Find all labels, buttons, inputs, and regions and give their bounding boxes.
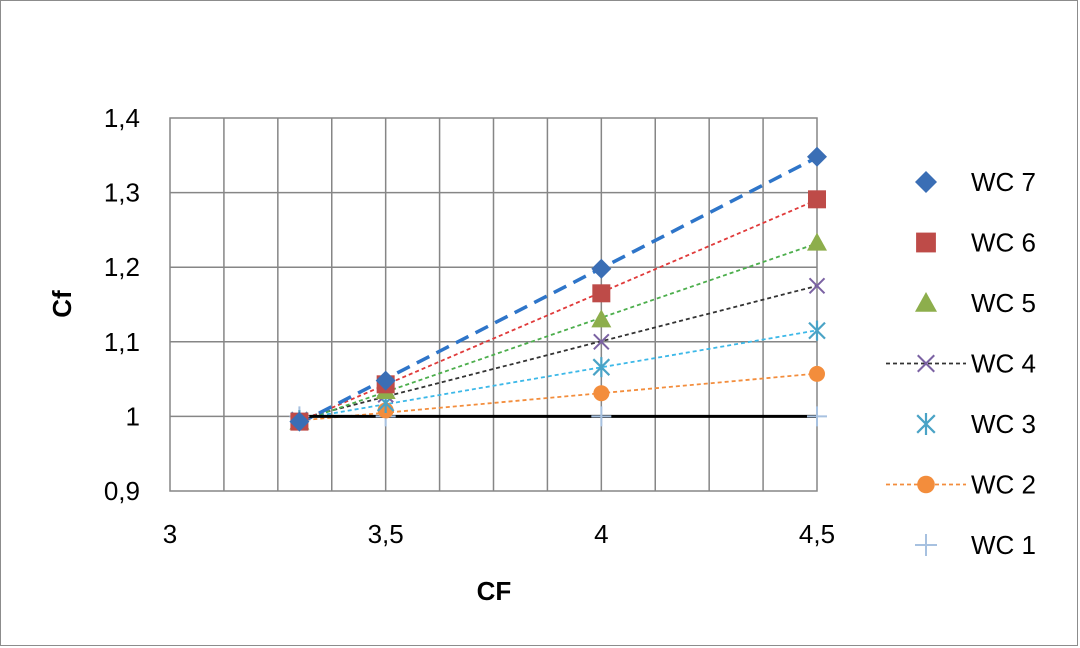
point-wc-4 (808, 277, 826, 295)
legend-label: WC 7 (971, 167, 1036, 197)
point-wc-6 (808, 190, 826, 209)
x-tick-label: 3,5 (368, 519, 404, 549)
point-wc-3 (592, 357, 611, 378)
y-tick-label: 1,2 (104, 252, 140, 282)
legend-item-wc-3: WC 3 (916, 409, 1036, 439)
point-wc-4 (593, 333, 610, 351)
legend-marker-wc-3 (916, 413, 936, 435)
legend-item-wc-6: WC 6 (916, 228, 1036, 258)
legend-label: WC 5 (971, 288, 1036, 318)
markers (289, 146, 827, 432)
legend-label: WC 1 (971, 530, 1036, 560)
y-tick-label: 0,9 (104, 476, 140, 506)
point-wc-7 (807, 146, 827, 167)
point-wc-7 (375, 370, 396, 391)
grid (169, 117, 818, 492)
point-wc-6 (592, 284, 611, 303)
legend-item-wc-2: WC 2 (886, 470, 1036, 500)
legend-item-wc-7: WC 7 (915, 167, 1036, 197)
point-wc-1 (807, 406, 827, 427)
legend-label: WC 6 (971, 228, 1036, 258)
legend: WC 7 WC 6 WC 5 WC 4 WC 3 WC 2 WC 1 (886, 167, 1036, 560)
point-wc-5 (807, 232, 827, 251)
legend-marker-wc-1 (915, 534, 937, 556)
point-wc-3 (808, 320, 826, 341)
point-wc-7 (591, 258, 612, 279)
x-tick-label: 4 (594, 519, 608, 549)
y-tick-label: 1 (126, 401, 140, 431)
x-tick-label: 3 (163, 519, 177, 549)
trendline-wc-5 (299, 242, 818, 423)
legend-marker-wc-4 (917, 354, 935, 373)
point-wc-1 (591, 406, 612, 427)
legend-item-wc-4: WC 4 (886, 349, 1036, 379)
point-wc-2 (809, 365, 825, 382)
point-wc-7 (289, 411, 310, 432)
x-tick-label: 4,5 (799, 519, 835, 549)
legend-item-wc-5: WC 5 (915, 288, 1036, 318)
legend-label: WC 3 (971, 409, 1036, 439)
tick-labels: 3 3,5 4 4,5 0,9 1 1,1 1,2 1,3 1,4 (104, 103, 835, 549)
legend-marker-wc-5 (915, 292, 937, 312)
legend-label: WC 2 (971, 470, 1036, 500)
y-tick-label: 1,1 (104, 327, 140, 357)
trendline-wc-3 (299, 329, 818, 420)
x-axis-title: CF (477, 576, 512, 606)
point-wc-5 (591, 309, 612, 328)
legend-marker-wc-6 (916, 232, 936, 253)
legend-label: WC 4 (971, 349, 1036, 379)
legend-marker-wc-7 (915, 171, 937, 193)
y-tick-label: 1,3 (104, 178, 140, 208)
point-wc-2 (593, 385, 610, 402)
trendline-wc-4 (299, 284, 818, 420)
y-tick-label: 1,4 (104, 103, 140, 133)
y-axis-title: Cf (47, 290, 77, 318)
legend-marker-wc-2 (917, 475, 935, 494)
legend-item-wc-1: WC 1 (915, 530, 1036, 560)
